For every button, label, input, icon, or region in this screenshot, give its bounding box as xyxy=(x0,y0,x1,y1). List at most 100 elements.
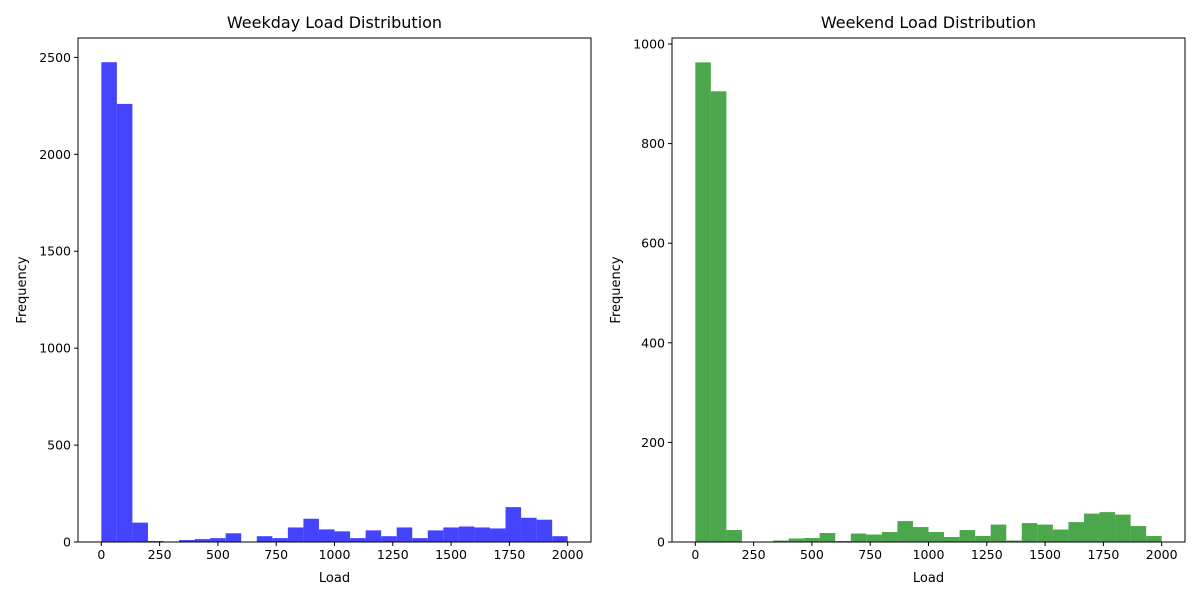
bar-weekday-11 xyxy=(272,538,288,542)
bar-weekend-25 xyxy=(1083,513,1100,542)
x-tick-label-weekend-2: 500 xyxy=(800,547,824,562)
bar-weekday-20 xyxy=(412,538,428,542)
bar-weekend-14 xyxy=(912,527,929,542)
bar-weekend-28 xyxy=(1130,526,1147,542)
bar-weekend-15 xyxy=(928,532,945,542)
chart-title-weekday: Weekday Load Distribution xyxy=(227,13,442,32)
x-tick-label-weekday-2: 500 xyxy=(206,547,230,562)
bar-weekday-13 xyxy=(303,518,319,542)
x-tick-label-weekend-6: 1500 xyxy=(1029,547,1061,562)
bar-weekend-24 xyxy=(1068,522,1084,542)
bar-weekday-12 xyxy=(287,527,304,542)
axes-frame-weekday xyxy=(77,37,592,543)
y-tick-label-weekday-4: 2000 xyxy=(39,147,71,162)
bar-weekend-23 xyxy=(1052,529,1069,542)
bar-weekday-29 xyxy=(552,536,568,542)
x-tick-label-weekday-4: 1000 xyxy=(319,547,351,562)
y-tick-label-weekday-1: 500 xyxy=(47,438,71,453)
y-axis-label-weekend: Frequency xyxy=(609,256,624,323)
x-ticks-weekend: 0 250 500 750 1000 1250 1500 1750 2000 xyxy=(691,542,1178,562)
bar-weekday-26 xyxy=(505,507,522,542)
bar-weekday-23 xyxy=(458,526,475,542)
x-tick-label-weekend-8: 2000 xyxy=(1146,547,1178,562)
y-tick-label-weekday-5: 2500 xyxy=(39,50,71,65)
bar-weekend-21 xyxy=(1021,523,1038,542)
weekend-histogram: Weekend Load Distribution 0 250 500 750 1000… xyxy=(609,13,1186,586)
bar-weekday-24 xyxy=(474,527,490,542)
y-tick-label-weekday-3: 1500 xyxy=(39,244,71,259)
x-tick-label-weekend-0: 0 xyxy=(691,547,699,562)
x-tick-label-weekday-0: 0 xyxy=(97,547,105,562)
axes-frame-weekend xyxy=(671,37,1186,543)
bar-weekend-27 xyxy=(1115,514,1131,542)
y-tick-label-weekend-1: 200 xyxy=(641,435,665,450)
bar-weekday-7 xyxy=(210,538,226,542)
bar-weekend-7 xyxy=(804,538,820,542)
bars-weekday xyxy=(101,62,568,543)
bar-weekday-17 xyxy=(365,530,382,542)
bar-weekday-0 xyxy=(101,62,117,542)
x-ticks-weekday: 0 250 500 750 1000 1250 1500 1750 2000 xyxy=(97,542,584,562)
x-axis-label-weekend: Load xyxy=(913,571,944,586)
bar-weekday-18 xyxy=(381,536,397,542)
bar-weekday-27 xyxy=(521,517,537,542)
bar-weekend-2 xyxy=(726,530,742,542)
x-tick-label-weekday-1: 250 xyxy=(148,547,172,562)
bar-weekend-29 xyxy=(1146,536,1162,542)
x-tick-label-weekend-5: 1250 xyxy=(971,547,1003,562)
y-ticks-weekday: 0 500 1000 1500 2000 2500 xyxy=(39,50,78,550)
bar-weekday-19 xyxy=(396,527,413,542)
x-tick-label-weekday-6: 1500 xyxy=(435,547,467,562)
y-tick-label-weekend-2: 400 xyxy=(641,335,665,350)
bar-weekday-15 xyxy=(334,531,351,542)
bar-weekend-5 xyxy=(773,540,789,542)
x-tick-label-weekend-1: 250 xyxy=(742,547,766,562)
bar-weekday-6 xyxy=(194,539,211,542)
x-tick-label-weekend-4: 1000 xyxy=(913,547,945,562)
bar-weekend-0 xyxy=(695,62,711,542)
bar-weekday-8 xyxy=(225,533,242,542)
bar-weekday-1 xyxy=(116,103,133,543)
x-tick-label-weekday-5: 1250 xyxy=(377,547,409,562)
bar-weekend-8 xyxy=(819,533,836,542)
x-tick-label-weekday-3: 750 xyxy=(264,547,288,562)
bar-weekend-12 xyxy=(881,532,898,542)
y-ticks-weekend: 0 200 400 600 800 1000 xyxy=(633,36,672,550)
bar-weekday-16 xyxy=(350,538,366,542)
bar-weekend-20 xyxy=(1006,540,1022,542)
bar-weekday-5 xyxy=(179,540,195,542)
bar-weekend-17 xyxy=(959,530,976,542)
bar-weekend-16 xyxy=(944,537,960,542)
x-tick-label-weekday-8: 2000 xyxy=(552,547,584,562)
bar-weekday-22 xyxy=(443,527,459,542)
bar-weekday-28 xyxy=(536,519,553,542)
bar-weekday-14 xyxy=(318,529,335,542)
bar-weekend-13 xyxy=(897,521,913,542)
bar-weekend-6 xyxy=(788,538,805,542)
bars-weekend xyxy=(695,62,1162,542)
bar-weekend-10 xyxy=(850,533,867,542)
x-tick-label-weekend-7: 1750 xyxy=(1087,547,1119,562)
y-tick-label-weekday-2: 1000 xyxy=(39,341,71,356)
y-tick-label-weekend-5: 1000 xyxy=(633,36,665,51)
y-axis-label-weekday: Frequency xyxy=(15,256,30,323)
weekday-histogram: Weekday Load Distribution 0 250 500 750 1000… xyxy=(15,13,592,586)
x-axis-label-weekday: Load xyxy=(319,571,350,586)
x-tick-label-weekend-3: 750 xyxy=(858,547,882,562)
bar-weekend-26 xyxy=(1099,512,1116,542)
bar-weekday-2 xyxy=(132,522,148,542)
bar-weekday-10 xyxy=(256,536,273,542)
bar-weekday-21 xyxy=(427,530,444,542)
y-tick-label-weekend-4: 800 xyxy=(641,136,665,151)
x-tick-label-weekday-7: 1750 xyxy=(493,547,525,562)
y-tick-label-weekday-0: 0 xyxy=(63,535,71,550)
bar-weekend-18 xyxy=(975,536,991,542)
bar-weekend-11 xyxy=(866,534,882,542)
bar-weekend-22 xyxy=(1037,524,1053,542)
bar-weekend-19 xyxy=(990,524,1007,542)
y-tick-label-weekend-3: 600 xyxy=(641,236,665,251)
y-tick-label-weekend-0: 0 xyxy=(657,535,665,550)
bar-weekend-1 xyxy=(710,91,727,542)
chart-title-weekend: Weekend Load Distribution xyxy=(821,13,1036,32)
